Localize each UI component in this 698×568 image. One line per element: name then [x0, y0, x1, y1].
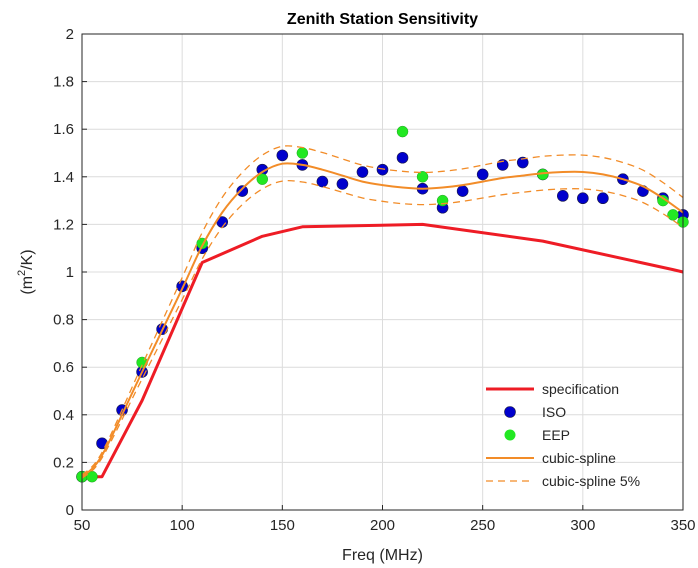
eep-point	[416, 171, 429, 183]
iso-point	[516, 156, 529, 169]
x-tick-label: 200	[370, 517, 395, 534]
iso-point	[597, 192, 609, 205]
iso-point	[276, 149, 289, 162]
iso-point	[236, 185, 249, 197]
x-tick-label: 100	[170, 517, 195, 534]
legend-item: cubic-spline	[486, 450, 616, 466]
y-tick-label: 1.4	[53, 169, 74, 186]
eep-point	[657, 194, 669, 207]
x-tick-label: 350	[670, 517, 695, 534]
eep-point	[396, 125, 409, 138]
x-tick-label: 250	[470, 517, 495, 534]
iso-point	[577, 192, 589, 205]
y-tick-label: 0	[66, 502, 74, 519]
y-tick-label: 1.8	[53, 74, 74, 91]
legend-item: specification	[486, 381, 619, 397]
legend: specification ISO EEP cubic-spline cubic-spl…	[486, 381, 640, 489]
y-tick-label: 0.8	[53, 312, 74, 329]
spline-lower-band	[81, 179, 684, 479]
x-axis-title: Freq (MHz)	[342, 547, 423, 564]
legend-swatch-iso	[504, 406, 516, 418]
x-tick-label: 150	[270, 517, 295, 534]
y-tick-label: 0.6	[53, 359, 74, 376]
eep-point	[256, 173, 268, 185]
iso-point	[396, 151, 409, 164]
y-axis-title-tail: /K)	[19, 249, 36, 269]
axis-ticks: 50 100 150 200 250 300 350 0 0.2 0.4 0.6 0.8 1 1.2 1.4…	[53, 26, 695, 534]
spline-upper-band	[81, 145, 684, 476]
legend-label: cubic-spline 5%	[542, 473, 640, 489]
x-tick-label: 50	[74, 517, 91, 534]
iso-point	[476, 168, 489, 181]
y-tick-label: 0.2	[53, 454, 74, 471]
y-tick-label: 1.2	[53, 216, 74, 233]
y-axis-title: (m2/K)	[16, 249, 36, 294]
cubic-spline-line	[81, 162, 684, 478]
y-tick-label: 1	[66, 264, 74, 281]
iso-point	[456, 185, 469, 197]
legend-label: cubic-spline	[542, 450, 616, 466]
legend-label: EEP	[542, 427, 570, 443]
eep-point	[436, 194, 449, 207]
plot-series	[76, 125, 689, 483]
legend-swatch-eep	[504, 429, 516, 441]
y-axis-title-base: (m	[19, 276, 36, 295]
iso-point	[316, 175, 329, 188]
iso-point	[336, 178, 349, 190]
y-tick-label: 2	[66, 26, 74, 43]
iso-point	[356, 166, 369, 178]
y-tick-label: 1.6	[53, 121, 74, 138]
specification-line	[82, 222, 684, 479]
y-tick-label: 0.4	[53, 407, 74, 424]
legend-item: cubic-spline 5%	[486, 473, 640, 489]
eep-point	[667, 209, 679, 221]
iso-point	[556, 190, 569, 202]
legend-label: specification	[542, 381, 619, 397]
eep-point	[296, 147, 309, 159]
legend-item: ISO	[504, 404, 566, 420]
legend-label: ISO	[542, 404, 566, 420]
legend-item: EEP	[504, 427, 570, 443]
chart-title: Zenith Station Sensitivity	[287, 11, 478, 28]
iso-point	[376, 163, 389, 176]
y-axis-title-superscript: 2	[16, 270, 28, 276]
x-tick-label: 300	[570, 517, 595, 534]
